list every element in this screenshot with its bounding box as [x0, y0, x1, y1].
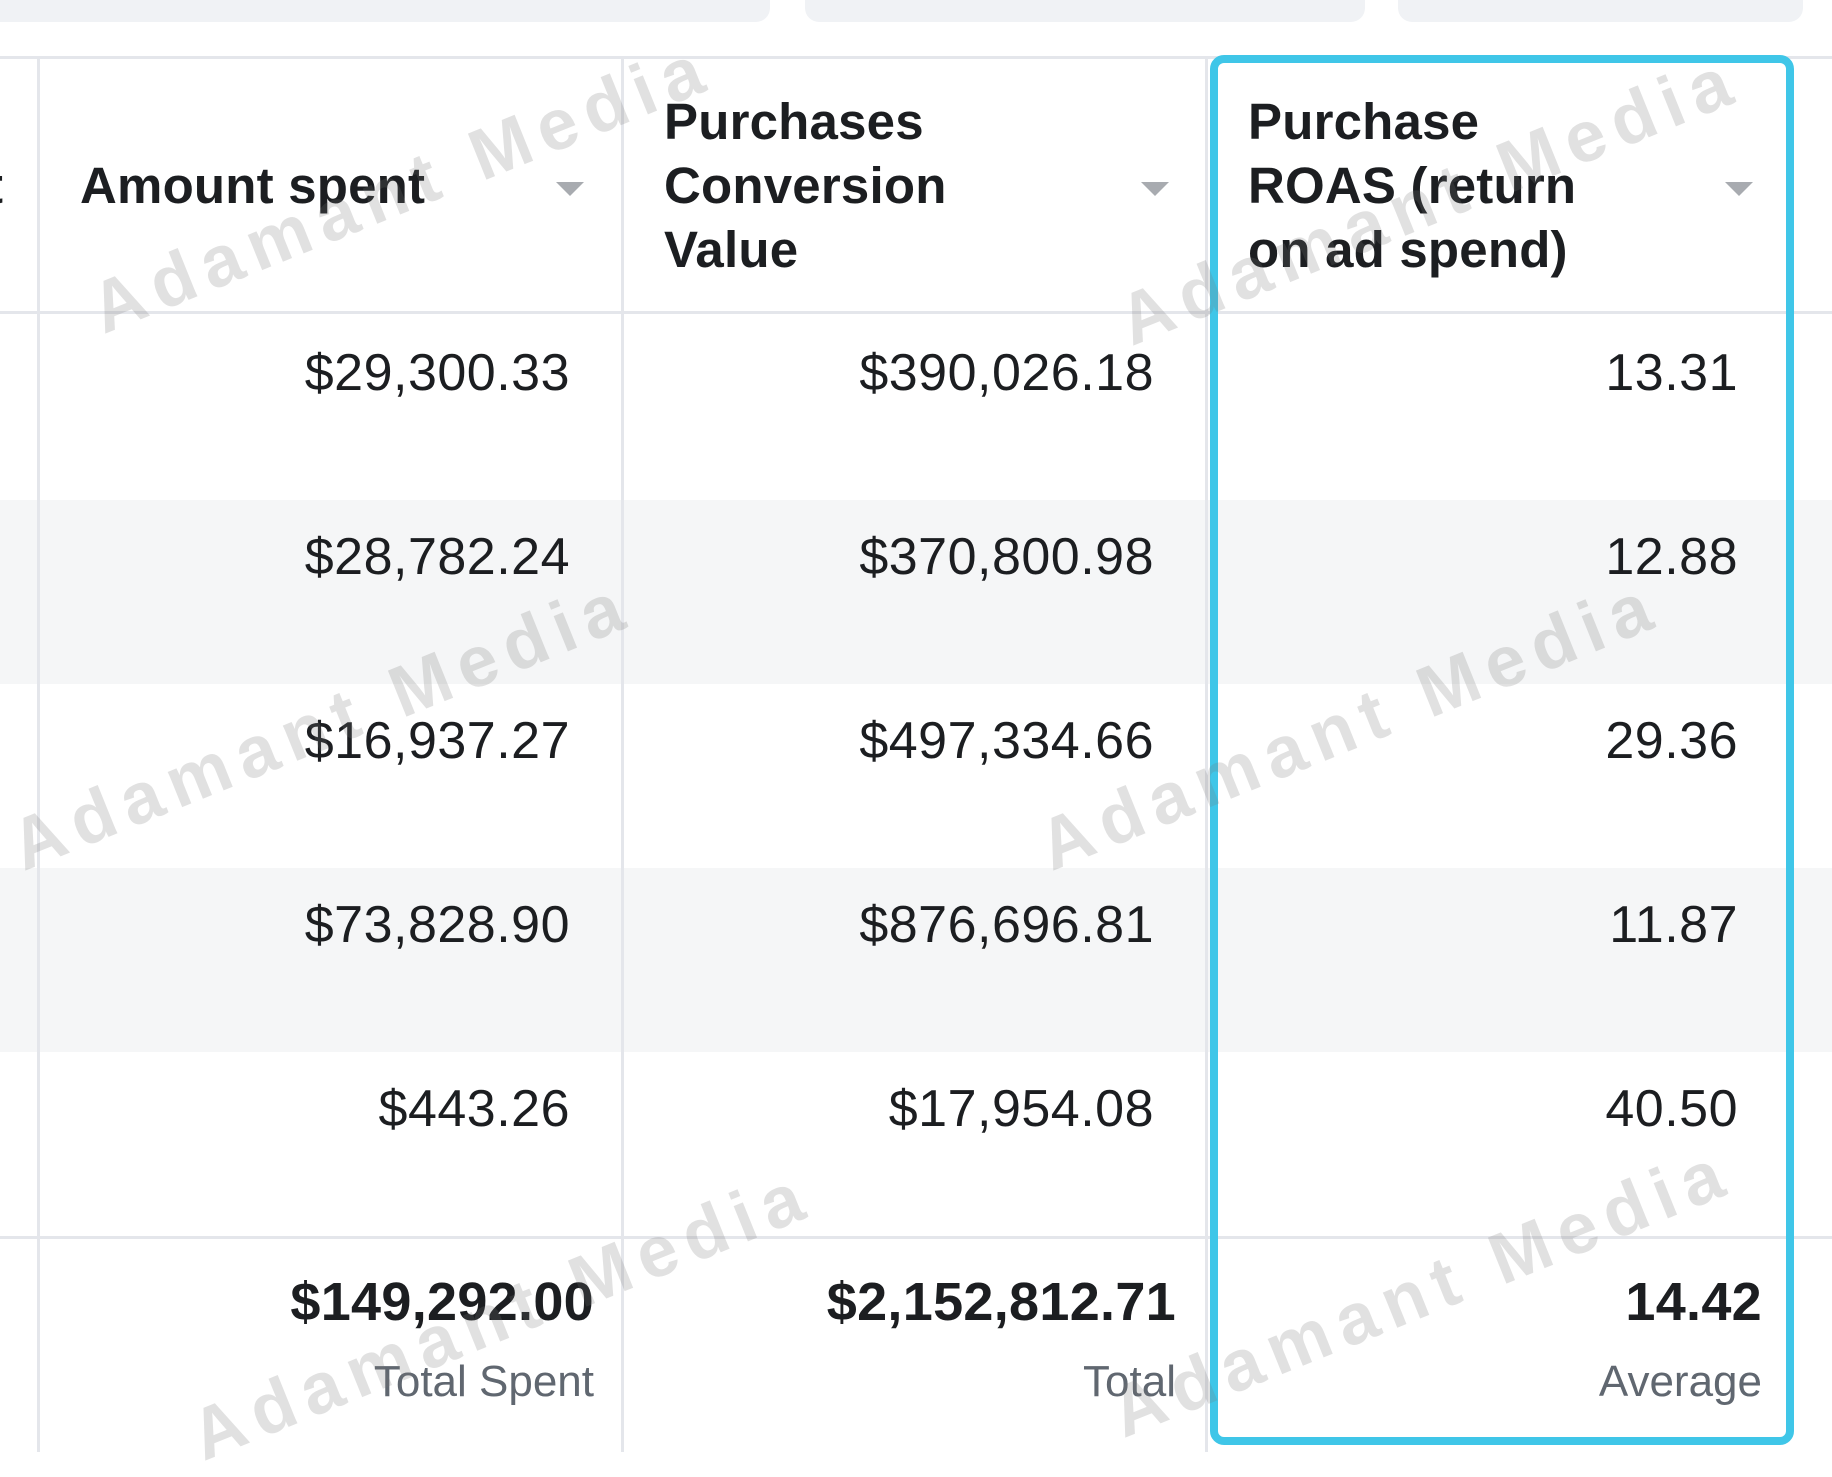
amount-spent-cell: $16,937.27 — [304, 712, 570, 770]
total-conversion-value-label: Total — [1083, 1357, 1176, 1406]
conversion-value-cell: $370,800.98 — [859, 528, 1154, 586]
roas-column-highlight — [1210, 55, 1794, 1445]
toolbar-pill-1[interactable] — [0, 0, 770, 22]
sort-caret-icon[interactable] — [556, 182, 584, 196]
average-roas: 14.42 — [1625, 1272, 1762, 1332]
total-conversion-value: $2,152,812.71 — [826, 1272, 1176, 1332]
column-header-label: Amount spent — [80, 157, 426, 214]
amount-spent-cell: $443.26 — [378, 1080, 570, 1138]
column-header-label: Purchase — [1248, 93, 1480, 150]
average-roas-label: Average — [1598, 1357, 1762, 1406]
amount-spent-cell: $29,300.33 — [304, 344, 570, 402]
conversion-value-cell: $390,026.18 — [859, 344, 1154, 402]
column-divider[interactable] — [621, 59, 624, 1452]
conversion-value-cell: $497,334.66 — [859, 712, 1154, 770]
row-band — [0, 500, 1832, 684]
sort-caret-icon[interactable] — [1141, 182, 1169, 196]
table-top-rule — [0, 56, 1832, 59]
roas-cell: 11.87 — [1609, 896, 1738, 954]
column-header-label: Conversion — [664, 157, 947, 214]
conversion-value-cell: $17,954.08 — [888, 1080, 1154, 1138]
amount-spent-cell: $73,828.90 — [304, 896, 570, 954]
column-header-label: Purchases — [664, 93, 924, 150]
partial-column-header[interactable]: t — [0, 154, 3, 218]
column-divider[interactable] — [37, 59, 40, 1452]
total-amount-spent: $149,292.00 — [290, 1272, 594, 1332]
row-band — [0, 868, 1832, 1052]
roas-cell: 29.36 — [1605, 712, 1738, 770]
conversion-value-cell: $876,696.81 — [859, 896, 1154, 954]
toolbar-pill-3[interactable] — [1398, 0, 1803, 22]
total-amount-spent-label: Total Spent — [373, 1357, 594, 1406]
column-header-label: on ad spend) — [1248, 221, 1568, 278]
column-header-label: Value — [664, 221, 799, 278]
roas-cell: 40.50 — [1605, 1080, 1738, 1138]
sort-caret-icon[interactable] — [1725, 182, 1753, 196]
totals-top-rule — [0, 1236, 1832, 1239]
roas-cell: 12.88 — [1605, 528, 1738, 586]
header-bottom-rule — [0, 311, 1832, 314]
column-header-label: ROAS (return — [1248, 157, 1577, 214]
roas-cell: 13.31 — [1605, 344, 1738, 402]
amount-spent-cell: $28,782.24 — [304, 528, 570, 586]
toolbar-pill-2[interactable] — [805, 0, 1365, 22]
column-divider[interactable] — [1205, 59, 1208, 1452]
